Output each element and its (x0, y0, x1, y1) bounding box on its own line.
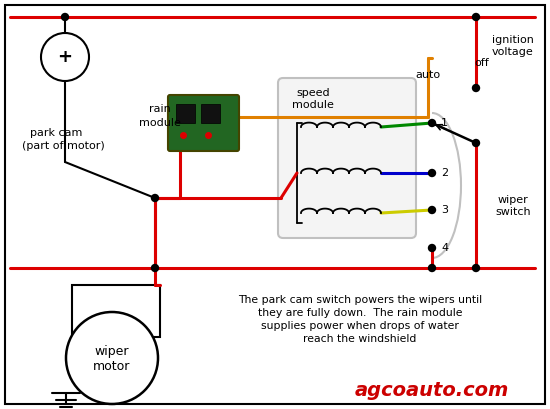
Text: ignition: ignition (492, 35, 534, 45)
Text: +: + (58, 48, 73, 66)
Circle shape (151, 265, 158, 272)
Circle shape (428, 169, 436, 177)
Text: module: module (292, 100, 334, 110)
Circle shape (62, 13, 69, 20)
Text: rain: rain (149, 104, 171, 114)
Circle shape (472, 13, 480, 20)
Text: supplies power when drops of water: supplies power when drops of water (261, 321, 459, 331)
Text: 3: 3 (441, 205, 448, 215)
FancyBboxPatch shape (278, 78, 416, 238)
Text: reach the windshield: reach the windshield (303, 334, 417, 344)
Text: (part of motor): (part of motor) (22, 141, 104, 151)
Text: motor: motor (94, 360, 131, 373)
Circle shape (428, 207, 436, 213)
Text: auto: auto (415, 70, 441, 80)
Text: switch: switch (495, 207, 531, 217)
Text: 1: 1 (441, 118, 448, 128)
Text: 4: 4 (441, 243, 448, 253)
Circle shape (472, 85, 480, 92)
Text: off: off (475, 58, 490, 68)
Bar (72, 285, 160, 337)
Text: speed: speed (296, 88, 330, 98)
Text: wiper: wiper (498, 195, 529, 205)
Text: they are fully down.  The rain module: they are fully down. The rain module (258, 308, 462, 318)
Circle shape (472, 265, 480, 272)
Text: agcoauto.com: agcoauto.com (355, 380, 509, 400)
Circle shape (428, 119, 436, 126)
Text: park cam: park cam (30, 128, 82, 138)
Text: 2: 2 (441, 168, 448, 178)
Circle shape (151, 195, 158, 202)
Text: The park cam switch powers the wipers until: The park cam switch powers the wipers un… (238, 295, 482, 305)
Circle shape (66, 312, 158, 404)
Text: voltage: voltage (492, 47, 534, 57)
Circle shape (472, 139, 480, 146)
Circle shape (428, 265, 436, 272)
FancyBboxPatch shape (168, 95, 239, 151)
Circle shape (428, 245, 436, 252)
Bar (176, 104, 195, 123)
Circle shape (41, 33, 89, 81)
Bar (201, 104, 220, 123)
Text: module: module (139, 118, 181, 128)
Text: wiper: wiper (95, 344, 129, 357)
